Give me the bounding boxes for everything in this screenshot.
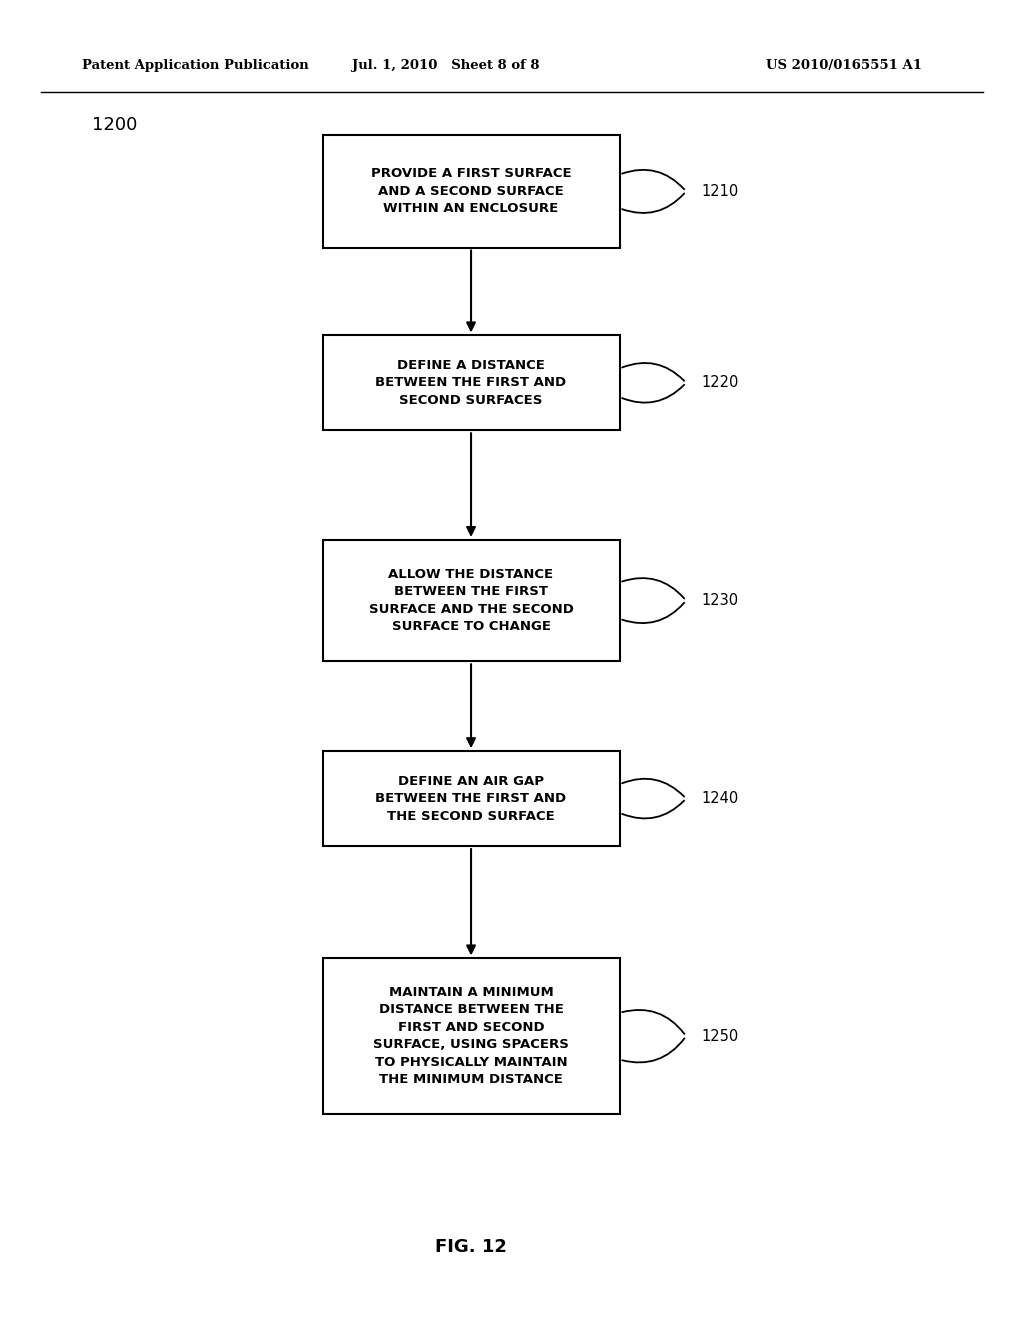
Text: US 2010/0165551 A1: US 2010/0165551 A1 [766,59,922,73]
Text: ALLOW THE DISTANCE
BETWEEN THE FIRST
SURFACE AND THE SECOND
SURFACE TO CHANGE: ALLOW THE DISTANCE BETWEEN THE FIRST SUR… [369,568,573,634]
Bar [323,751,620,846]
Bar [323,958,620,1114]
Text: Patent Application Publication: Patent Application Publication [82,59,308,73]
Text: 1250: 1250 [701,1028,738,1044]
Text: 1210: 1210 [701,183,738,199]
Text: DEFINE AN AIR GAP
BETWEEN THE FIRST AND
THE SECOND SURFACE: DEFINE AN AIR GAP BETWEEN THE FIRST AND … [376,775,566,822]
Bar [323,135,620,248]
Text: MAINTAIN A MINIMUM
DISTANCE BETWEEN THE
FIRST AND SECOND
SURFACE, USING SPACERS
: MAINTAIN A MINIMUM DISTANCE BETWEEN THE … [373,986,569,1086]
Text: DEFINE A DISTANCE
BETWEEN THE FIRST AND
SECOND SURFACES: DEFINE A DISTANCE BETWEEN THE FIRST AND … [376,359,566,407]
Bar [323,335,620,430]
Text: FIG. 12: FIG. 12 [435,1238,507,1257]
Text: 1240: 1240 [701,791,738,807]
Text: 1220: 1220 [701,375,738,391]
Text: 1200: 1200 [92,116,137,135]
Bar [323,540,620,661]
Text: PROVIDE A FIRST SURFACE
AND A SECOND SURFACE
WITHIN AN ENCLOSURE: PROVIDE A FIRST SURFACE AND A SECOND SUR… [371,168,571,215]
Text: Jul. 1, 2010   Sheet 8 of 8: Jul. 1, 2010 Sheet 8 of 8 [351,59,540,73]
Text: 1230: 1230 [701,593,738,609]
